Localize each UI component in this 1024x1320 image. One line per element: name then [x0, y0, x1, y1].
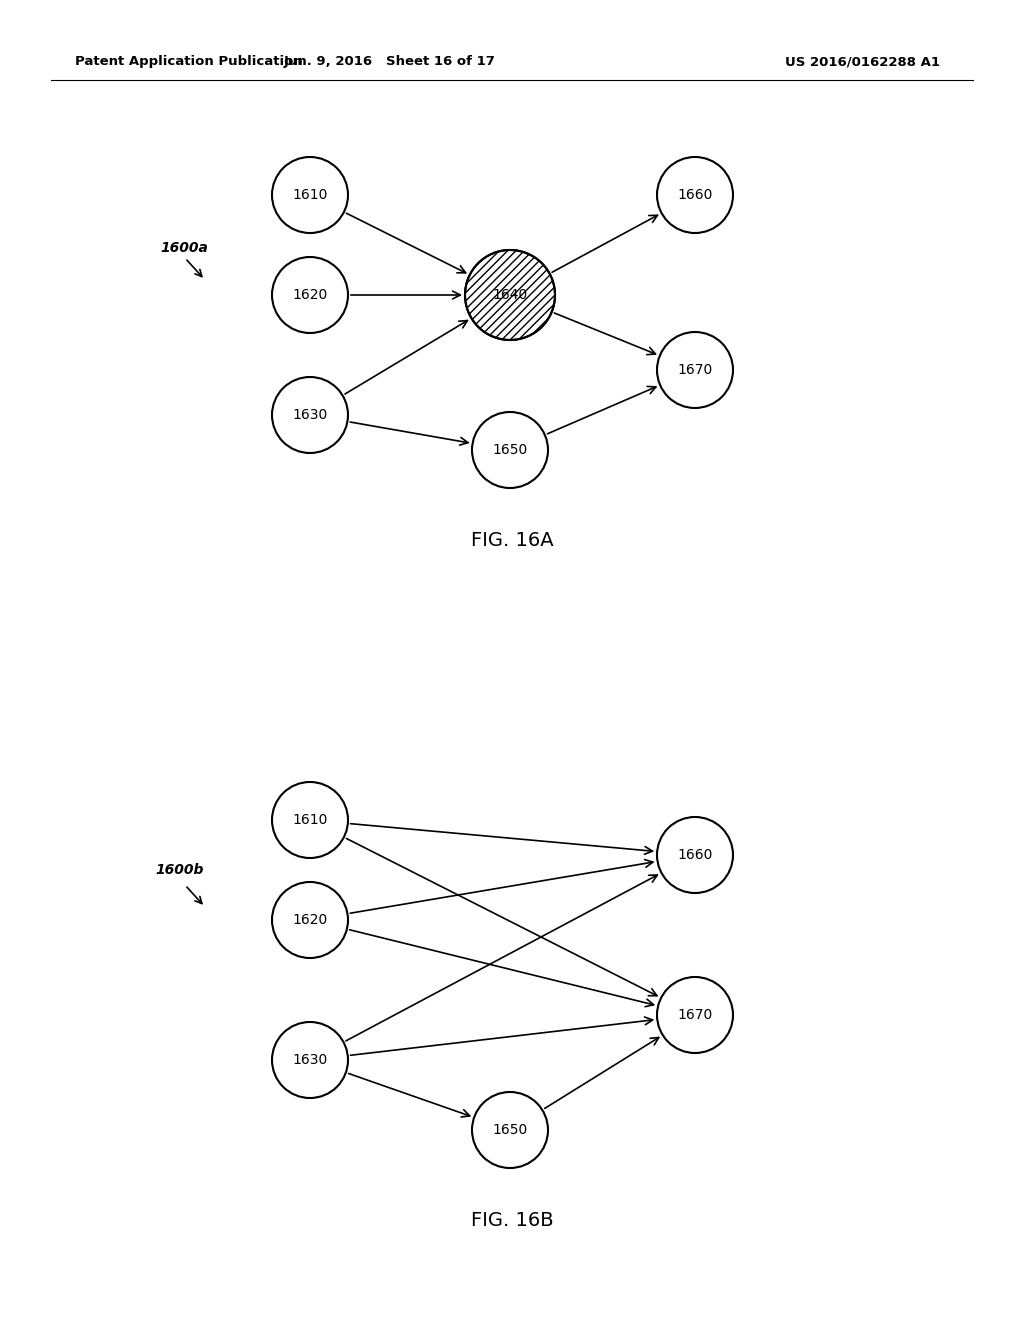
Circle shape	[657, 333, 733, 408]
Text: 1630: 1630	[293, 408, 328, 422]
Circle shape	[657, 817, 733, 894]
Text: 1650: 1650	[493, 444, 527, 457]
Text: 1670: 1670	[677, 1008, 713, 1022]
Text: FIG. 16A: FIG. 16A	[471, 531, 553, 549]
Text: Patent Application Publication: Patent Application Publication	[75, 55, 303, 69]
Text: 1610: 1610	[292, 813, 328, 828]
Text: 1640: 1640	[493, 288, 527, 302]
Text: 1610: 1610	[292, 187, 328, 202]
Circle shape	[657, 157, 733, 234]
Circle shape	[657, 977, 733, 1053]
Circle shape	[472, 1092, 548, 1168]
Circle shape	[272, 157, 348, 234]
Text: 1670: 1670	[677, 363, 713, 378]
Text: 1650: 1650	[493, 1123, 527, 1137]
Circle shape	[465, 249, 555, 341]
Text: 1600b: 1600b	[155, 863, 204, 876]
Text: 1620: 1620	[293, 288, 328, 302]
Circle shape	[272, 781, 348, 858]
Text: 1660: 1660	[677, 847, 713, 862]
Circle shape	[272, 882, 348, 958]
Circle shape	[272, 257, 348, 333]
Circle shape	[272, 378, 348, 453]
Text: FIG. 16B: FIG. 16B	[471, 1210, 553, 1229]
Text: 1600a: 1600a	[160, 242, 208, 255]
Circle shape	[272, 1022, 348, 1098]
Text: 1660: 1660	[677, 187, 713, 202]
Text: 1620: 1620	[293, 913, 328, 927]
Text: 1630: 1630	[293, 1053, 328, 1067]
Text: Jun. 9, 2016   Sheet 16 of 17: Jun. 9, 2016 Sheet 16 of 17	[284, 55, 496, 69]
Text: US 2016/0162288 A1: US 2016/0162288 A1	[785, 55, 940, 69]
Circle shape	[472, 412, 548, 488]
